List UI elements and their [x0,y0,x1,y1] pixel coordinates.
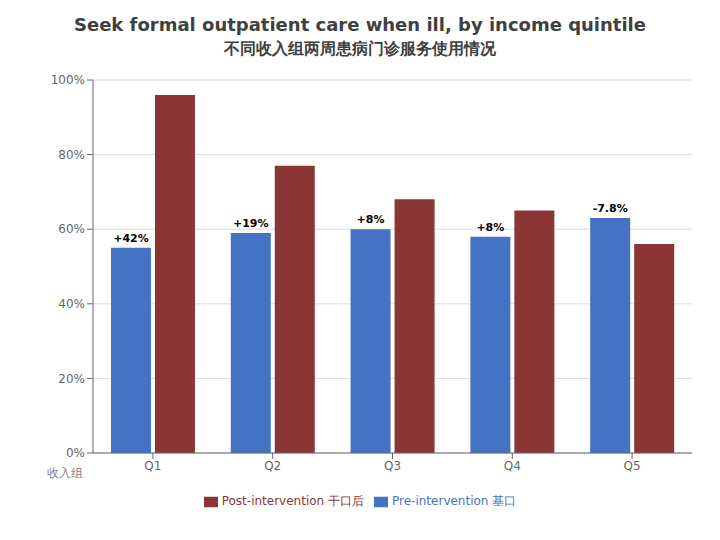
svg-text:20%: 20% [58,372,85,386]
html-text:Pre-intervention 基口: Pre-intervention 基口 [392,494,517,508]
svg-text:60%: 60% [58,222,85,236]
svg-text:100%: 100% [51,73,85,87]
html-text:不同收入组两周患病门诊服务使用情况: 不同收入组两周患病门诊服务使用情况 [224,39,496,58]
svg-text:Q4: Q4 [504,459,521,473]
html-text:Seek formal outpatient care wh: Seek formal outpatient care when ill, by… [74,14,646,35]
svg-text:Q5: Q5 [624,459,641,473]
svg-text:0%: 0% [66,446,85,460]
svg-text:Q3: Q3 [384,459,401,473]
html-text:Post-intervention 干口后: Post-intervention 干口后 [221,494,364,508]
svg-text:收入组: 收入组 [47,466,83,480]
svg-text:+8%: +8% [476,221,504,234]
svg-text:Q1: Q1 [144,459,161,473]
svg-text:40%: 40% [58,297,85,311]
svg-text:+19%: +19% [233,217,269,230]
svg-text:Q2: Q2 [264,459,281,473]
svg-text:+8%: +8% [357,213,385,226]
svg-text:80%: 80% [58,148,85,162]
svg-text:-7.8%: -7.8% [593,202,628,215]
svg-text:+42%: +42% [113,232,149,245]
